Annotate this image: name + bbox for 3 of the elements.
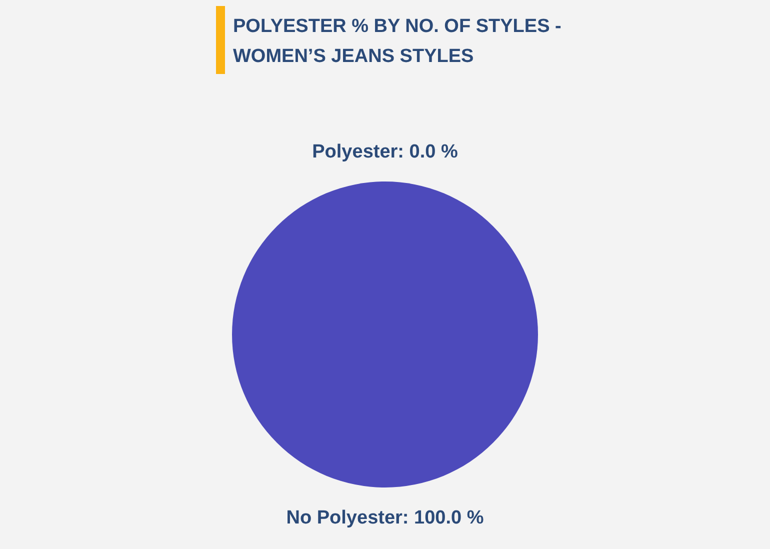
slice-label: No Polyester: 100.0 % — [286, 508, 484, 528]
chart-title: POLYESTER % BY NO. OF STYLES - WOMEN’S JEANS STYLES — [233, 15, 562, 69]
category-label: Polyester: 0.0 % — [312, 142, 458, 162]
